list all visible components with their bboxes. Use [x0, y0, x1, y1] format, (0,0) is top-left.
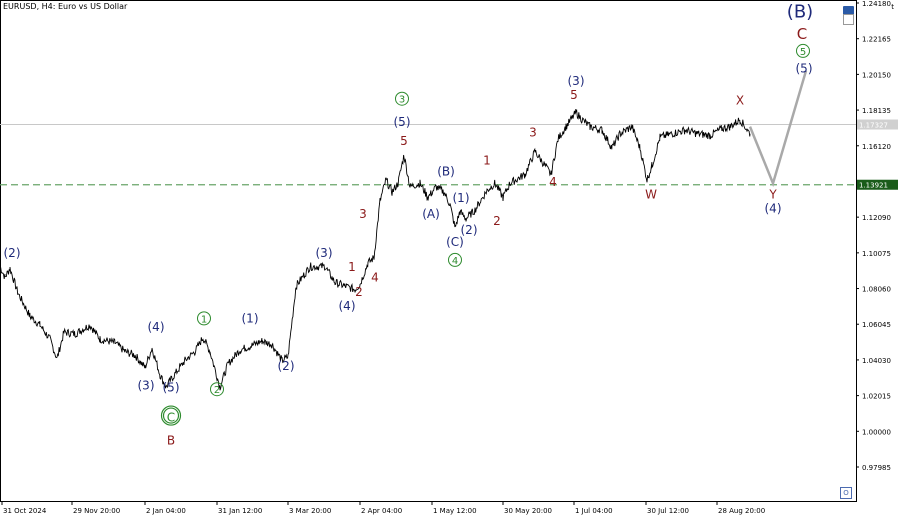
y-tick-label: 0.97985	[862, 464, 891, 472]
y-tick-label: 1.00000	[862, 428, 891, 436]
wave-label: X	[736, 93, 744, 107]
y-tick-label: 1.20150	[862, 71, 891, 79]
x-tick-label: 2 Jan 04:00	[146, 507, 186, 515]
wave-label: B	[167, 434, 175, 448]
wave-label: C	[797, 25, 807, 43]
y-tick-label: 1.22165	[862, 36, 891, 44]
wave-label: (B)	[437, 164, 455, 178]
wave-label: (C)	[446, 235, 464, 249]
plot-frame	[0, 0, 857, 502]
cap-icon[interactable]	[843, 6, 854, 15]
y-tick-label: 1.06045	[862, 321, 891, 329]
level-price-tag	[857, 179, 898, 190]
wave-label: Y	[768, 187, 777, 201]
wave-label: 2	[493, 214, 501, 228]
x-tick-label: 31 Oct 2024	[3, 507, 47, 515]
wave-label: 1	[348, 260, 356, 274]
wave-label: (4)	[339, 299, 356, 313]
current-price-label: 1.17327	[859, 122, 888, 130]
wave-label: 3	[529, 125, 537, 139]
wave-label: (5)	[394, 115, 411, 129]
wave-circle-inner	[162, 407, 180, 424]
wave-label: (2)	[461, 223, 478, 237]
x-tick-label: 2 Apr 04:00	[361, 507, 402, 515]
y-tick-label: 1.02015	[862, 393, 891, 401]
price-series-line	[0, 108, 751, 391]
wave-label: (2)	[278, 359, 295, 373]
wave-label: (2)	[4, 246, 21, 260]
x-tick-label: 1 Jul 04:00	[575, 507, 613, 515]
wave-label: 4	[549, 175, 557, 189]
x-tick-label: 30 Jul 12:00	[647, 507, 689, 515]
wave-label: 1	[201, 314, 207, 325]
wave-label: 2	[214, 385, 220, 396]
wave-label: (3)	[568, 74, 585, 88]
wave-label: 4	[371, 271, 379, 285]
x-tick-label: 28 Aug 20:00	[718, 507, 765, 515]
wave-label: (B)	[787, 2, 813, 23]
wave-label: 3	[359, 207, 367, 221]
wave-circle	[197, 311, 211, 326]
wave-label: (1)	[242, 311, 259, 325]
wave-label: 1	[483, 154, 491, 168]
level-price-label: 1.13921	[859, 182, 888, 190]
wave-circle-outer	[160, 405, 182, 426]
y-tick-label: 1.12090	[862, 214, 891, 222]
wave-label: 5	[570, 88, 578, 102]
wave-label: C	[167, 411, 175, 425]
wave-label: 5	[800, 47, 806, 58]
current-price-tag	[857, 119, 898, 130]
wave-circle	[448, 252, 462, 267]
y-tick-label: 1.10075	[862, 250, 891, 258]
wave-label: (3)	[316, 246, 333, 260]
symbol-label: EURUSD, H4: Euro vs US Dollar	[3, 2, 128, 11]
wave-label: (5)	[796, 62, 813, 76]
x-tick-label: 1 May 12:00	[433, 507, 477, 515]
y-tick-label: 1.18135	[862, 107, 891, 115]
wave-label: 4	[452, 256, 458, 267]
wave-label: (1)	[453, 191, 470, 205]
panel-icon[interactable]	[843, 14, 854, 25]
wave-label: 2	[355, 285, 363, 299]
corner-mark: t	[891, 3, 894, 11]
y-tick-label: 1.08060	[862, 286, 891, 294]
wave-label: 5	[400, 134, 408, 148]
wave-circle	[210, 382, 224, 397]
wave-label: (3)	[138, 379, 155, 393]
forecast-path	[748, 70, 808, 188]
x-tick-label: 30 May 20:00	[504, 507, 552, 515]
y-tick-label: 1.04030	[862, 357, 891, 365]
y-tick-label: 1.16120	[862, 143, 891, 151]
wave-circle	[395, 91, 409, 106]
wave-label: 3	[399, 95, 405, 106]
wave-label: (5)	[163, 380, 180, 394]
y-tick-label: 1.24180	[862, 0, 891, 8]
wave-label: (A)	[422, 207, 440, 221]
scale-toggle-icon[interactable]: O	[840, 487, 852, 499]
wave-label: W	[645, 187, 657, 201]
wave-circle	[796, 43, 810, 58]
x-tick-label: 3 Mar 20:00	[289, 507, 331, 515]
x-tick-label: 31 Jan 12:00	[218, 507, 262, 515]
wave-label: (4)	[148, 320, 165, 334]
x-tick-label: 29 Nov 20:00	[73, 507, 120, 515]
wave-label: (4)	[765, 202, 782, 216]
